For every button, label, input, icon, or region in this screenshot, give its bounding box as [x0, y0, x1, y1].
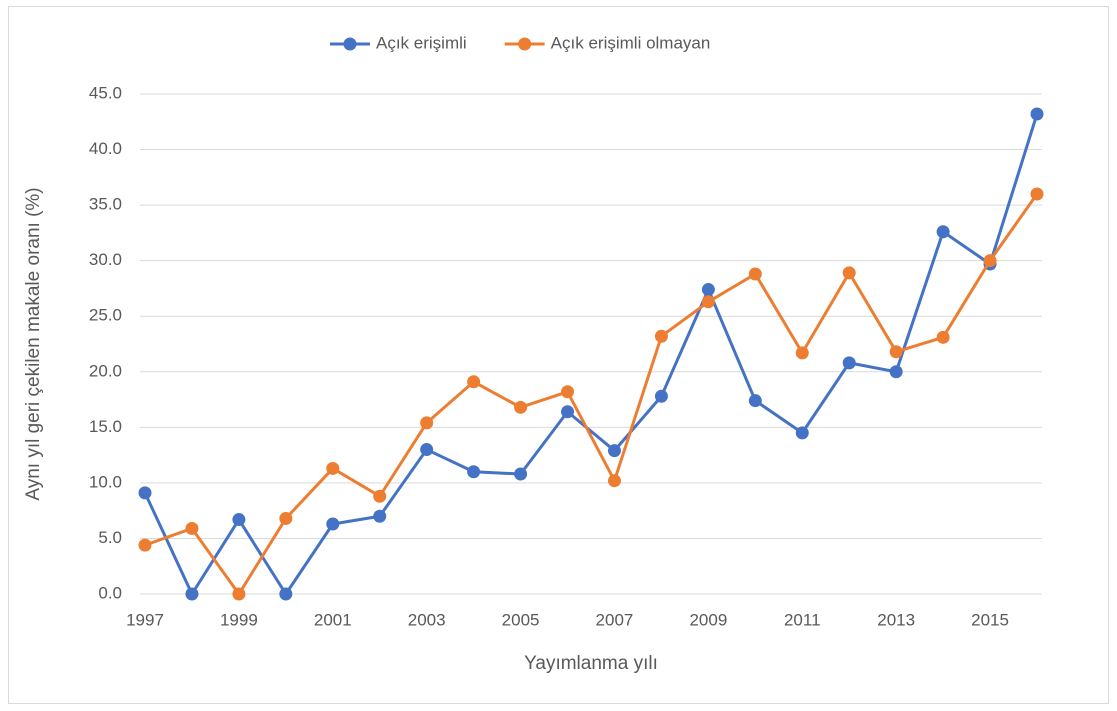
data-point: [232, 513, 246, 527]
x-tick-label: 2001: [314, 610, 352, 629]
data-point: [1030, 107, 1044, 121]
data-point: [936, 330, 950, 344]
x-tick-label: 2007: [596, 610, 634, 629]
data-point: [1030, 187, 1044, 201]
y-axis-label: Aynı yıl geri çekilen makale oranı (%): [23, 187, 44, 500]
data-point: [795, 346, 809, 360]
legend-label: Açık erişimli: [376, 33, 467, 52]
y-tick-label: 45.0: [89, 83, 122, 102]
y-tick-label: 0.0: [98, 583, 122, 602]
x-tick-label: 2005: [502, 610, 540, 629]
data-point: [701, 295, 715, 309]
data-point: [420, 416, 434, 430]
data-point: [936, 225, 950, 239]
data-point: [889, 365, 903, 379]
data-point: [514, 400, 528, 414]
data-point: [514, 467, 528, 481]
x-axis-label: Yayımlanma yılı: [524, 653, 658, 674]
data-point: [373, 489, 387, 503]
y-tick-label: 40.0: [89, 139, 122, 158]
data-point: [607, 474, 621, 488]
legend-marker: [518, 37, 532, 51]
legend-marker: [343, 37, 357, 51]
x-tick-label: 1999: [220, 610, 258, 629]
data-point: [561, 405, 575, 419]
y-tick-label: 5.0: [98, 528, 122, 547]
y-tick-label: 10.0: [89, 472, 122, 491]
data-point: [467, 375, 481, 389]
data-point: [889, 345, 903, 359]
data-point: [654, 389, 668, 403]
data-point: [748, 394, 762, 408]
data-point: [654, 329, 668, 343]
data-point: [373, 509, 387, 523]
data-point: [185, 587, 199, 601]
data-point: [842, 356, 856, 370]
data-point: [701, 283, 715, 297]
data-point: [561, 385, 575, 399]
y-tick-label: 25.0: [89, 306, 122, 325]
y-tick-label: 20.0: [89, 361, 122, 380]
data-point: [795, 426, 809, 440]
x-tick-label: 2015: [971, 610, 1009, 629]
data-point: [279, 511, 293, 525]
data-point: [467, 465, 481, 479]
data-point: [842, 266, 856, 280]
data-point: [326, 461, 340, 475]
data-point: [138, 486, 152, 500]
data-point: [983, 254, 997, 268]
chart-frame: [8, 6, 1109, 704]
x-tick-label: 1997: [126, 610, 164, 629]
data-point: [279, 587, 293, 601]
x-tick-label: 2011: [784, 610, 821, 629]
data-point: [748, 267, 762, 281]
y-tick-label: 30.0: [89, 250, 122, 269]
x-tick-label: 2003: [408, 610, 446, 629]
data-point: [326, 517, 340, 531]
data-point: [607, 444, 621, 458]
y-tick-label: 35.0: [89, 195, 122, 214]
data-point: [232, 587, 246, 601]
y-tick-label: 15.0: [89, 417, 122, 436]
x-tick-label: 2009: [689, 610, 727, 629]
data-point: [185, 521, 199, 535]
legend-label: Açık erişimli olmayan: [551, 33, 711, 52]
series-line: [143, 113, 1039, 596]
data-point: [138, 538, 152, 552]
x-tick-label: 2013: [877, 610, 915, 629]
series-line: [144, 193, 1039, 596]
data-point: [420, 443, 434, 457]
